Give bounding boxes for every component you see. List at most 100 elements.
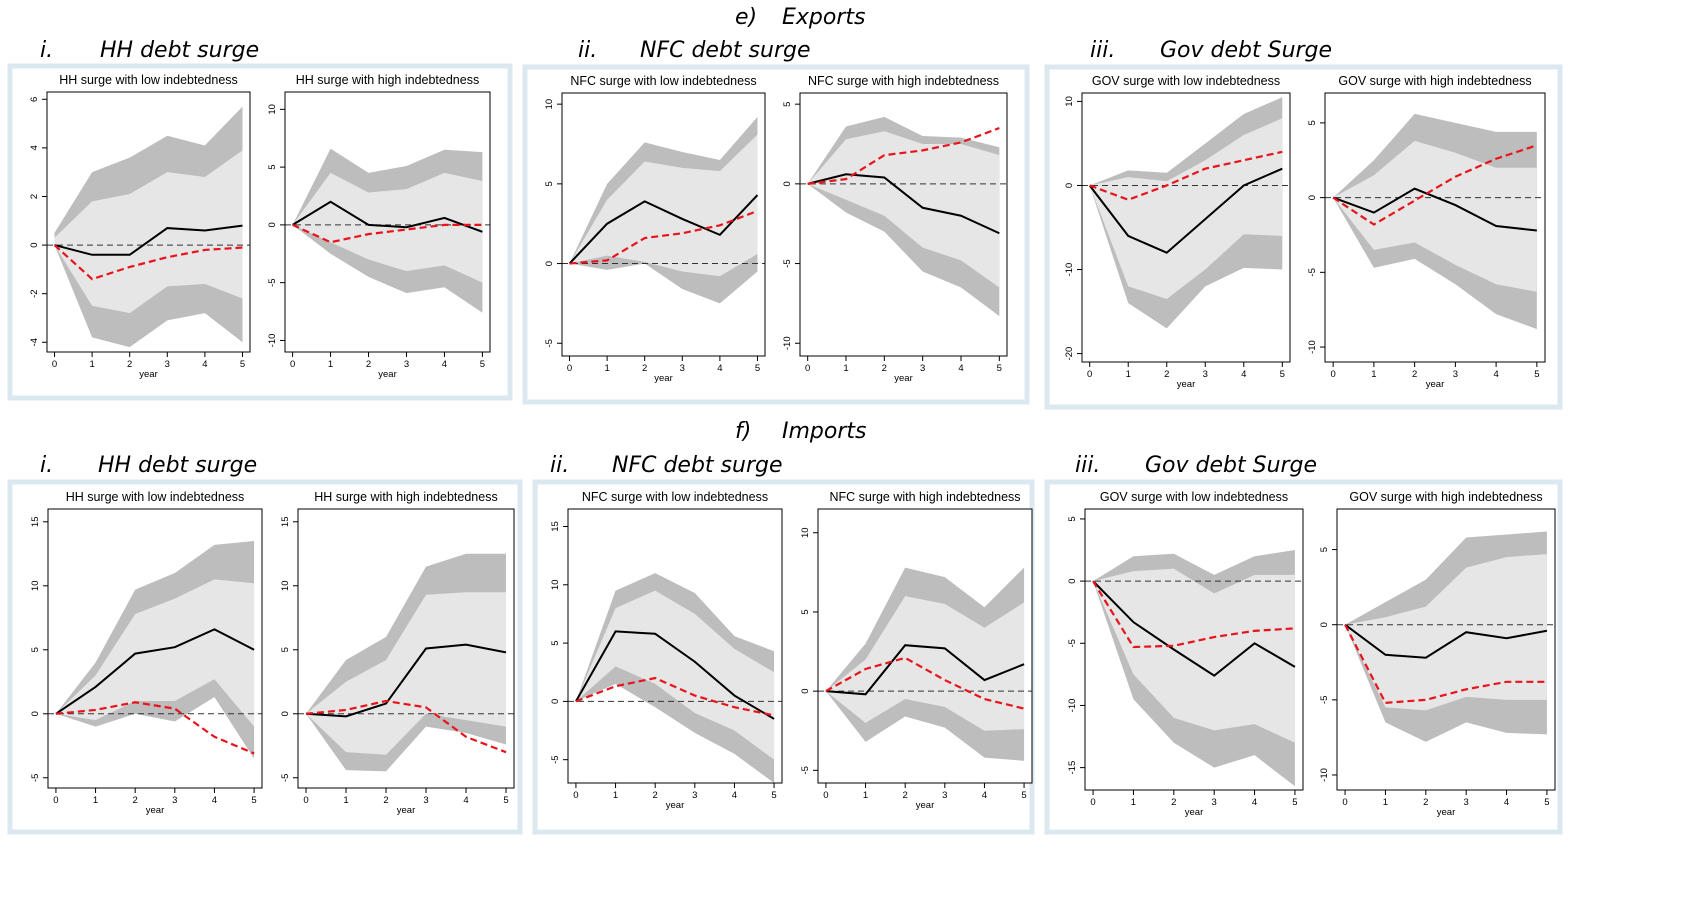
response-line — [1332, 187, 1537, 232]
subplot: GOV surge with low indebtedness-20-10010… — [1064, 74, 1291, 390]
y-tick-label: 15 — [30, 517, 41, 528]
response-line — [1344, 623, 1548, 659]
y-tick-label: -10 — [1067, 699, 1078, 713]
y-tick-label: 10 — [30, 580, 41, 591]
x-tick-label: 5 — [503, 795, 508, 806]
x-tick-label: 2 — [882, 363, 887, 374]
group-label: iii. — [1090, 38, 1115, 63]
y-tick-label: -10 — [782, 336, 793, 350]
subplot-title: GOV surge with high indebtedness — [1349, 490, 1542, 504]
y-tick-label: 5 — [267, 164, 278, 169]
group-title: HH debt surge — [100, 38, 259, 63]
x-tick-label: 4 — [1241, 369, 1246, 380]
y-tick-label: 2 — [29, 194, 40, 199]
subplot: GOV surge with high indebtedness -10 -5 0 5 0… — [1319, 490, 1556, 818]
x-tick-label: 0 — [1090, 797, 1095, 808]
x-tick-label: 2 — [642, 363, 647, 374]
x-tick-label: 3 — [165, 359, 170, 370]
response-line — [54, 224, 243, 256]
confidence-band — [807, 131, 1000, 288]
response-line — [807, 173, 1000, 235]
x-tick-label: 3 — [692, 790, 697, 801]
y-tick-label: 5 — [550, 640, 561, 645]
group-label: i. — [40, 38, 53, 63]
x-tick-label: 2 — [366, 359, 371, 370]
x-tick-label: 3 — [1453, 369, 1458, 380]
x-tick-label: 0 — [573, 790, 578, 801]
confidence-band — [825, 596, 1025, 731]
section-title: Exports — [782, 5, 865, 30]
y-tick-label: 0 — [30, 711, 41, 716]
group-title: Gov debt Surge — [1160, 38, 1332, 63]
x-tick-label: 4 — [442, 359, 447, 370]
x-axis-label: year — [916, 800, 934, 811]
response-line — [1089, 150, 1283, 201]
x-tick-label: 4 — [1252, 797, 1257, 808]
x-tick-label: 2 — [1423, 797, 1428, 808]
x-tick-label: 1 — [1131, 797, 1136, 808]
y-tick-label: 5 — [800, 609, 811, 614]
group-title: Gov debt Surge — [1145, 453, 1317, 478]
y-tick-label: 10 — [267, 104, 278, 115]
y-tick-label: -5 — [267, 278, 278, 286]
x-tick-label: 5 — [1292, 797, 1297, 808]
y-tick-label: -15 — [1067, 761, 1078, 775]
subplot-title: HH surge with low indebtedness — [59, 73, 238, 87]
y-tick-label: -20 — [1064, 347, 1075, 361]
x-tick-label: 5 — [1544, 797, 1549, 808]
y-tick-label: -5 — [1307, 268, 1318, 276]
y-tick-label: -5 — [550, 755, 561, 763]
y-tick-label: 0 — [1067, 578, 1078, 583]
x-axis-label: year — [146, 805, 164, 816]
x-tick-label: 4 — [1504, 797, 1509, 808]
x-tick-label: 3 — [942, 790, 947, 801]
y-tick-label: -5 — [800, 766, 811, 774]
x-tick-label: 1 — [343, 795, 348, 806]
y-tick-label: 0 — [280, 711, 291, 716]
x-tick-label: 5 — [240, 359, 245, 370]
x-axis-label: year — [654, 373, 672, 384]
y-tick-label: 0 — [800, 688, 811, 693]
section-label: e) — [735, 5, 757, 30]
x-axis-label: year — [397, 805, 415, 816]
plot-area — [298, 553, 514, 772]
y-tick-label: 0 — [544, 261, 555, 266]
panel-frame — [522, 64, 1030, 405]
y-tick-label: 5 — [782, 102, 793, 107]
plot-border — [1084, 508, 1304, 791]
y-tick-label: 10 — [1064, 96, 1075, 107]
x-tick-label: 1 — [1371, 369, 1376, 380]
plot-area — [568, 573, 782, 783]
x-tick-label: 0 — [567, 363, 572, 374]
y-tick-label: 5 — [1319, 547, 1330, 552]
subplot-title: NFC surge with high indebtedness — [829, 490, 1020, 504]
response-line — [825, 656, 1025, 710]
x-tick-label: 2 — [133, 795, 138, 806]
y-tick-label: -10 — [1064, 263, 1075, 277]
y-tick-label: 15 — [280, 517, 291, 528]
x-tick-label: 1 — [843, 363, 848, 374]
plot-border — [46, 91, 251, 353]
x-axis-label: year — [1426, 379, 1444, 390]
y-tick-label: -10 — [1307, 340, 1318, 354]
x-tick-label: 1 — [604, 363, 609, 374]
x-axis-label: year — [1177, 379, 1195, 390]
y-tick-label: -10 — [1319, 768, 1330, 782]
x-tick-label: 0 — [1330, 369, 1335, 380]
x-tick-label: 5 — [480, 359, 485, 370]
plot-border — [1336, 508, 1556, 791]
x-tick-label: 4 — [1493, 369, 1498, 380]
x-tick-label: 0 — [1342, 797, 1347, 808]
subplot: NFC surge with low indebtedness-50510150… — [550, 490, 783, 811]
x-tick-label: 5 — [771, 790, 776, 801]
response-line — [305, 643, 507, 718]
confidence-band — [292, 172, 483, 283]
plot-border — [1324, 92, 1546, 363]
x-tick-label: 4 — [982, 790, 987, 801]
subplot-title: HH surge with low indebtedness — [66, 490, 245, 504]
plot-border — [47, 508, 263, 789]
subplot: GOV surge with low indebtedness -15 -10 -5 0… — [1067, 490, 1304, 818]
x-axis-label: year — [894, 373, 912, 384]
x-tick-label: 3 — [404, 359, 409, 370]
